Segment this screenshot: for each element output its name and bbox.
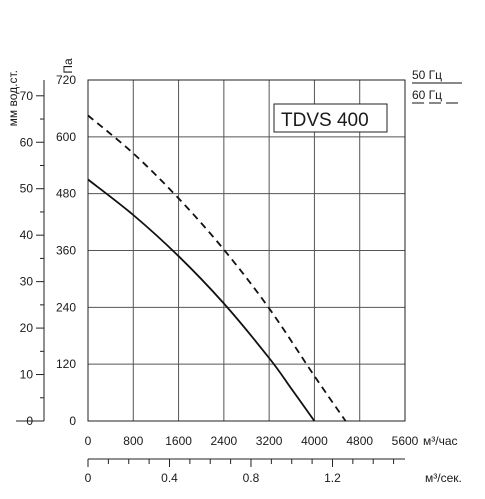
left-axis-tick-label: 30 <box>20 275 34 289</box>
series-line-60hz <box>87 114 347 422</box>
left-axis-tick-label: 0 <box>26 414 33 428</box>
chart-title-box: TDVS 400 <box>273 103 388 133</box>
left-axis-tick-label: 70 <box>20 89 34 103</box>
axes <box>16 79 406 467</box>
legend: 50 Гц 60 Гц <box>412 68 462 104</box>
left-axis-tick-label: 60 <box>20 135 34 149</box>
chart-title-frame <box>273 103 388 133</box>
x2-tick-label: 0 <box>85 471 92 485</box>
series-layer <box>87 114 347 422</box>
y-tick-label: 0 <box>69 414 76 428</box>
x2-axis-label: м³/сек. <box>425 471 462 485</box>
y-tick-label: 120 <box>56 357 76 371</box>
x-tick-label: 2400 <box>211 434 238 448</box>
plot-frame <box>87 79 406 422</box>
x-tick-label: 0 <box>85 434 92 448</box>
y-tick-label: 360 <box>56 244 76 258</box>
left-axis-tick-label: 40 <box>20 228 34 242</box>
x2-tick-label: 0.4 <box>161 471 178 485</box>
pressure-axis-label: Па <box>61 58 75 74</box>
x-tick-label: 4800 <box>346 434 373 448</box>
chart-title: TDVS 400 <box>281 110 369 131</box>
legend-label: 50 Гц <box>412 68 442 82</box>
legend-label: 60 Гц <box>412 88 442 102</box>
y-tick-label: 240 <box>56 300 76 314</box>
x-tick-label: 1600 <box>165 434 192 448</box>
y-tick-label: 720 <box>56 73 76 87</box>
x2-tick-label: 0.8 <box>243 471 260 485</box>
x-tick-label: 4000 <box>301 434 328 448</box>
left-axis-label: мм вод.ст. <box>6 70 20 126</box>
x-axis-label: м³/час <box>423 434 458 448</box>
left-axis-tick-label: 50 <box>20 182 34 196</box>
x2-tick-label: 1.2 <box>324 471 341 485</box>
y-tick-label: 480 <box>56 187 76 201</box>
left-axis-tick-label: 20 <box>20 321 34 335</box>
x-tick-label: 3200 <box>256 434 283 448</box>
left-axis-tick-label: 10 <box>20 368 34 382</box>
series-line-50hz <box>87 178 316 422</box>
y-tick-label: 600 <box>56 130 76 144</box>
x-tick-label: 800 <box>123 434 143 448</box>
x-tick-label: 5600 <box>392 434 419 448</box>
